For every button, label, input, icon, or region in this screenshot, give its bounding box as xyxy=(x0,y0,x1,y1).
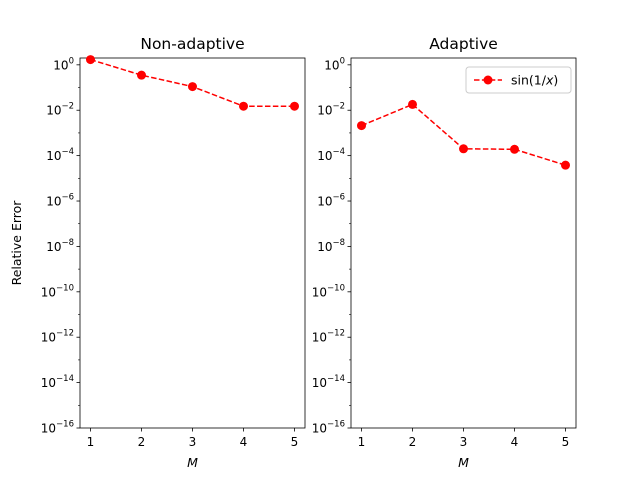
y-tick-label: 10−12 xyxy=(312,329,345,345)
y-tick-label: 10−2 xyxy=(317,102,345,118)
y-tick-label: 10−8 xyxy=(317,238,345,254)
axes-frame xyxy=(350,57,577,429)
x-axis-label-adaptive: M xyxy=(458,455,469,470)
data-point xyxy=(239,101,248,111)
data-point xyxy=(188,82,197,92)
data-point xyxy=(290,101,299,111)
y-tick-label: 10−16 xyxy=(312,420,345,436)
chart-title-non-adaptive: Non-adaptive xyxy=(140,35,244,53)
x-tick-label: 1 xyxy=(358,435,366,449)
y-tick-label: 10−12 xyxy=(41,329,74,345)
legend-label: sin(1/x) xyxy=(511,73,558,88)
y-tick-label: 10−14 xyxy=(41,374,74,390)
data-point xyxy=(137,70,146,80)
legend-box xyxy=(465,66,572,94)
x-tick-label: 5 xyxy=(291,435,299,449)
legend-marker xyxy=(483,75,493,85)
data-point xyxy=(86,55,95,65)
x-axis-label-non-adaptive: M xyxy=(187,455,198,470)
data-point xyxy=(408,99,417,109)
y-tick-label: 10−4 xyxy=(46,147,74,163)
chart-title-adaptive: Adaptive xyxy=(429,35,498,53)
y-tick-label: 10−6 xyxy=(317,193,345,209)
x-tick-label: 1 xyxy=(87,435,95,449)
x-tick-label: 5 xyxy=(562,435,570,449)
y-tick-label: 10−8 xyxy=(46,238,74,254)
plot-area-non-adaptive: 100 10−2 10−4 10−6 10−8 10−10 10−12 10−14 10−16 1… xyxy=(41,55,306,449)
x-tick-label: 2 xyxy=(138,435,146,449)
y-tick-label: 100 xyxy=(324,56,345,72)
axes-frame xyxy=(79,57,306,429)
x-tick-label: 3 xyxy=(189,435,197,449)
y-tick-label: 10−16 xyxy=(41,420,74,436)
y-tick-label: 10−10 xyxy=(312,283,345,299)
y-axis-label: Relative Error xyxy=(9,200,24,286)
y-tick-label: 10−2 xyxy=(46,102,74,118)
x-tick-label: 2 xyxy=(409,435,417,449)
panel-non-adaptive: Non-adaptive 100 10−2 10−4 10−6 10−8 10−10 10−… xyxy=(9,35,306,470)
series-line xyxy=(361,103,566,166)
data-point xyxy=(561,160,570,170)
panel-adaptive: Adaptive 10010−210−410−610−810−1010−1210… xyxy=(312,35,577,470)
data-point xyxy=(459,144,468,154)
data-point xyxy=(357,121,366,131)
plot-area-adaptive: 100 10−2 10−4 10−6 10−8 10−10 10−12 10−14 10−16 1… xyxy=(312,56,577,449)
x-tick-label: 3 xyxy=(460,435,468,449)
y-tick-label: 100 xyxy=(53,56,74,72)
y-tick-label: 10−4 xyxy=(317,147,345,163)
x-tick-label: 4 xyxy=(511,435,519,449)
y-tick-label: 10−6 xyxy=(46,193,74,209)
y-tick-label: 10−10 xyxy=(41,283,74,299)
legend: sin(1/x) xyxy=(465,66,572,94)
x-tick-label: 4 xyxy=(240,435,248,449)
data-point xyxy=(510,144,519,154)
y-tick-label: 10−14 xyxy=(312,374,345,390)
